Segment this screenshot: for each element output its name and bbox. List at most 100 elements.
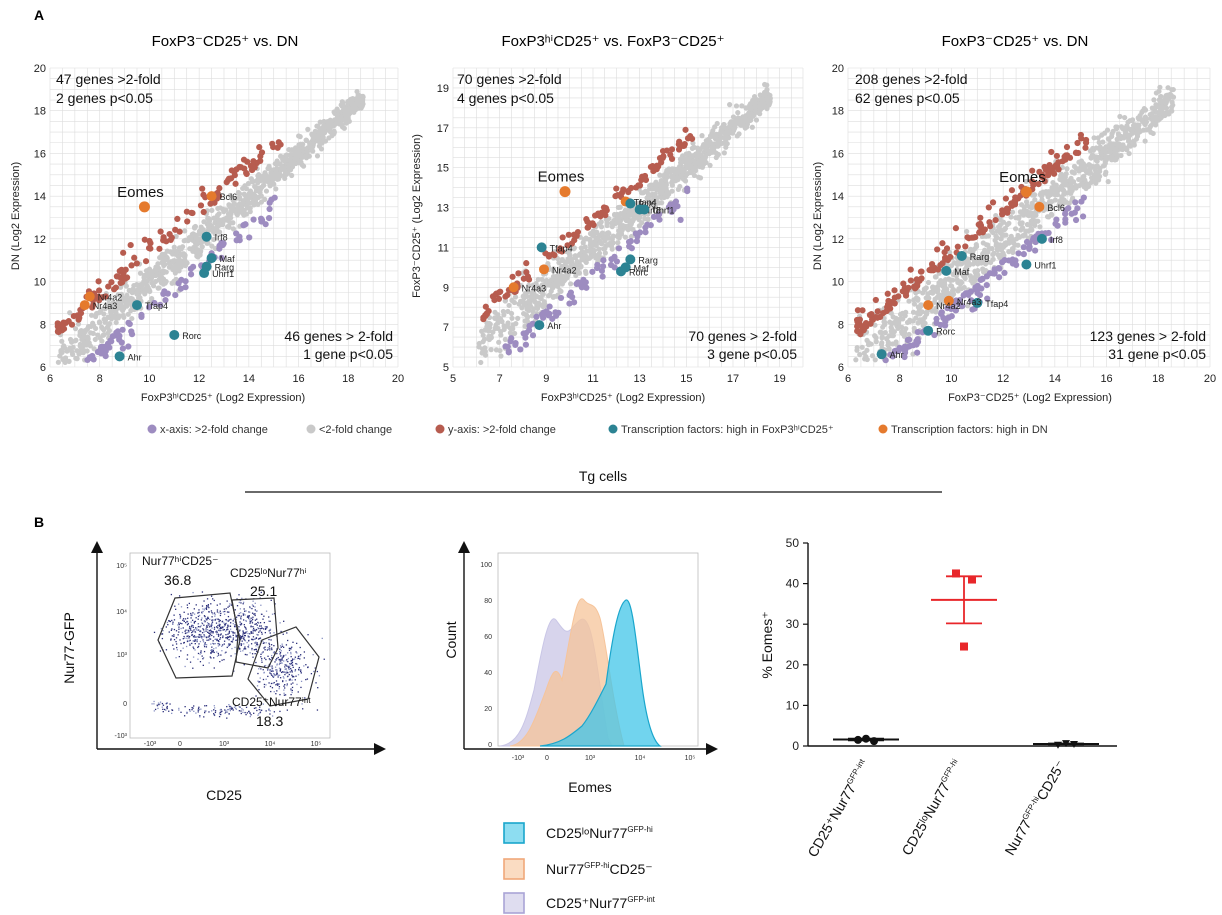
flow-event [255,650,258,652]
gene-point-nochange [496,339,502,345]
gene-point-nochange [1061,190,1067,197]
flow-event [190,627,192,629]
gene-point-nochange [199,244,205,250]
flow-event [195,636,197,638]
gene-point-x-up [933,315,940,323]
flow-event [202,610,204,613]
flow-event [273,681,275,684]
gene-point-x-up [983,282,990,289]
flow-event [205,628,207,630]
scatter-1-ylabel: DN (Log2 Expression) [10,162,22,270]
gene-point-nochange [540,286,547,292]
flow-event [213,643,215,645]
flow-event [189,643,191,645]
gene-point-y-up [989,199,997,206]
flow-event [205,636,208,638]
gene-point-nochange [731,126,737,132]
flow-event [262,628,265,630]
flow-event [292,666,294,668]
flow-event [223,608,225,610]
tf-point-nr4a3 [508,282,519,293]
flow-event [237,614,239,617]
flow-event [252,626,254,628]
flow-event [234,609,236,611]
flow-event [260,627,263,629]
flow-event [276,672,278,675]
flow-event [293,676,295,678]
gene-point-nochange [628,233,635,240]
gene-point-nochange [578,263,584,269]
gene-point-y-up [232,180,239,187]
flow-event [211,611,213,614]
flow-event [275,680,278,682]
flow-event [279,648,281,650]
flow-event [200,634,202,636]
gene-point-y-up [128,262,135,269]
flow-event [269,649,271,651]
flow-event [299,658,301,660]
gene-point-nochange [171,244,177,250]
gene-point-nochange [926,295,932,301]
tf-point-eomes [138,201,150,213]
flow-event [212,631,214,633]
flow-event [225,651,227,653]
flow-event [302,708,304,710]
tf-point-ahr [876,349,887,360]
flow-event [242,638,245,640]
gene-point-nochange [886,346,892,352]
gene-point-nochange [318,146,325,152]
flow-event [252,639,254,641]
flow-event [209,629,212,631]
flow-event [287,639,289,642]
gene-point-nochange [1076,176,1082,183]
flow-event [230,636,232,639]
flow-event [290,655,292,658]
flow-event [216,630,218,632]
flow-event [213,626,216,629]
gene-point-y-up [95,278,102,285]
flow-event [224,623,227,625]
flow-event [188,630,190,632]
flow-event [182,638,184,640]
flow-event [216,638,218,640]
flow-event [270,654,273,657]
scatter-1-grid [49,67,399,368]
legend-a-label-4: Transcription factors: high in FoxP3ʰⁱCD… [621,424,834,436]
x-tick-label: 17 [727,373,739,385]
flow-event [297,691,299,693]
gene-point-nochange [1122,114,1128,121]
gene-point-nochange [235,189,242,196]
gene-point-nochange [534,305,541,312]
flow-event [178,631,180,633]
flow-event [207,617,209,620]
gene-point-x-up [529,332,537,339]
gene-point-y-up [854,323,861,330]
flow-event [287,666,289,668]
flow-event [226,638,229,640]
flow-event [218,644,221,646]
flow-event [186,654,189,656]
flow-event [178,626,180,628]
flow-event [283,671,285,673]
gene-point-nochange [230,226,237,232]
gene-point-nochange [901,333,908,339]
gene-point-nochange [265,179,271,185]
flow-event [291,646,293,648]
flow-event [192,640,194,642]
gene-point-x-up [633,237,641,245]
gene-point-nochange [621,210,627,216]
gene-point-nochange [332,121,338,127]
flow-event [247,636,249,638]
flow-event [210,652,212,655]
flow-event [261,659,263,662]
flow-event [212,649,214,652]
flow-event [279,693,281,696]
tf-label-bcl6: Bcl6 [1047,203,1065,213]
gene-point-nochange [696,158,702,164]
tf-point-rarg [956,250,967,261]
tf-label-nr4a3: Nr4a3 [957,297,982,307]
flow-event [194,640,196,642]
gene-point-nochange [1001,232,1007,238]
flow-event [284,668,286,670]
flow-event [202,658,204,660]
